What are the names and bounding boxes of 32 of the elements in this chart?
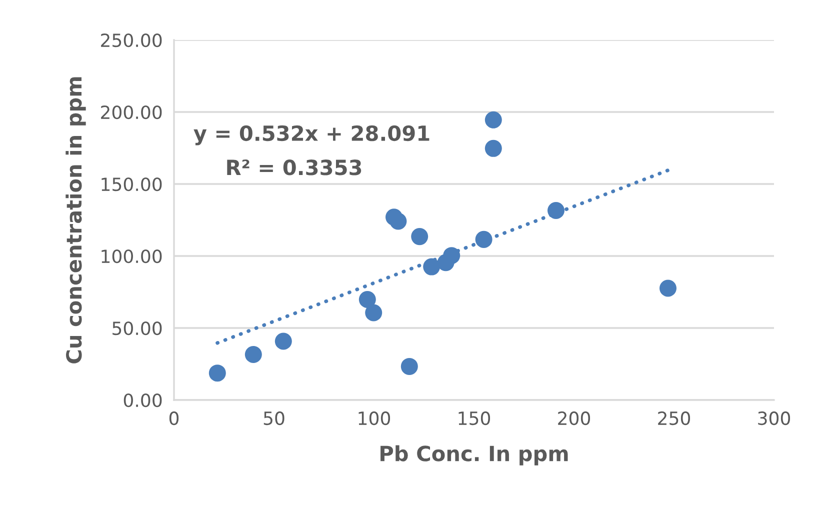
point (400, 358, 418, 375)
x-tick-label: 50 (264, 411, 284, 426)
y-tick-label: 100.00 (102, 249, 162, 264)
point (659, 280, 677, 297)
point (484, 111, 502, 128)
x-tick-label: 100 (358, 411, 390, 426)
x-axis-title: Pb Conc. In ppm (380, 445, 568, 466)
point (547, 202, 565, 219)
point (411, 228, 428, 246)
point (365, 304, 382, 322)
x-tick-label: 0 (169, 411, 179, 426)
x-tick-label: 300 (758, 411, 790, 426)
y-tick-label: 200.00 (101, 105, 162, 120)
y-axis-title: Cu concentration in ppm (66, 77, 86, 364)
point (208, 364, 226, 382)
y-tick-label: 0.00 (124, 393, 162, 408)
point (244, 346, 262, 363)
y-tick-label: 250.00 (101, 33, 162, 48)
point (358, 290, 376, 308)
annotation: y = 0.532x + 28.091 (194, 125, 430, 146)
point (443, 247, 460, 264)
x-tick-label: 200 (558, 411, 590, 426)
point (423, 258, 440, 276)
annotation: R² = 0.3353 (227, 160, 362, 176)
point (390, 212, 407, 230)
point (475, 230, 492, 248)
y-tick-label: 50.00 (112, 321, 162, 336)
point (484, 140, 502, 157)
x-tick-label: 250 (658, 411, 690, 426)
y-tick-label: 150.00 (102, 177, 162, 192)
x-tick-label: 150 (458, 411, 490, 426)
point (274, 332, 292, 350)
